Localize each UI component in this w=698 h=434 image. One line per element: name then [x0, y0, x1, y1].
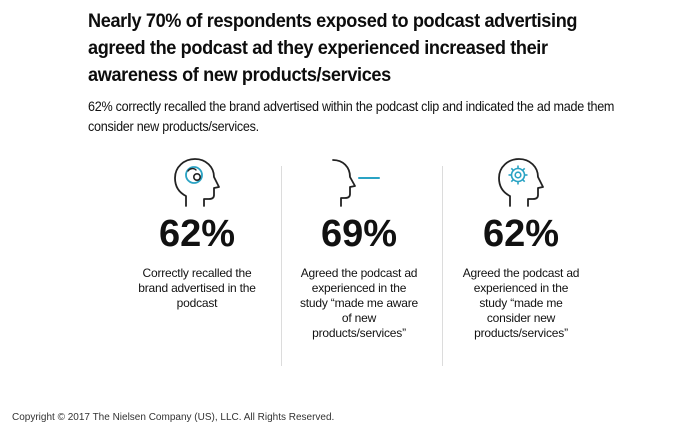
stat-value: 62%: [158, 213, 236, 255]
head-gear-icon: [498, 158, 544, 207]
column-divider: [281, 166, 282, 366]
copyright-notice: Copyright © 2017 The Nielsen Company (US…: [12, 412, 335, 423]
column-divider: [442, 166, 443, 366]
head-brain-icon: [174, 158, 220, 207]
head-listening-icon: [332, 159, 380, 207]
stat-value: 62%: [482, 213, 560, 255]
stat-value: 69%: [320, 213, 398, 255]
headline: Nearly 70% of respondents exposed to pod…: [88, 10, 578, 86]
stat-recall: 62% Correctly recalled the brand adverti…: [122, 156, 272, 311]
stat-awareness: 69% Agreed the podcast ad experienced in…: [284, 156, 434, 341]
subheadline: 62% correctly recalled the brand adverti…: [88, 98, 615, 134]
stat-consideration: 62% Agreed the podcast ad experienced in…: [446, 156, 596, 341]
stat-description: Correctly recalled the brand advertised …: [138, 266, 256, 310]
stat-description: Agreed the podcast ad experienced in the…: [462, 266, 580, 340]
stat-description: Agreed the podcast ad experienced in the…: [299, 266, 419, 340]
